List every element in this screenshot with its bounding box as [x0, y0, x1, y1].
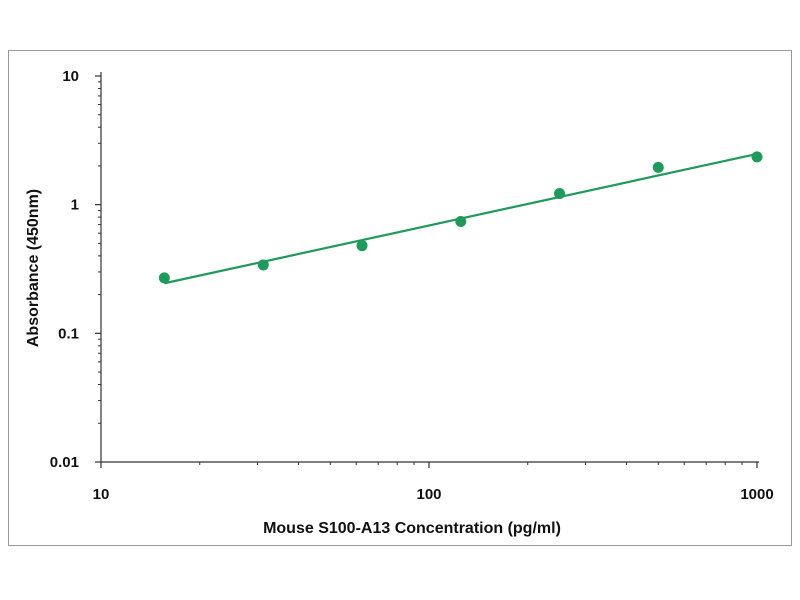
- data-point: [257, 259, 269, 271]
- x-tick-label: 100: [416, 486, 441, 503]
- ticks: 0.01 0.1 1 10 10 100 1000: [50, 68, 774, 503]
- data-point: [455, 215, 467, 227]
- data-points: [158, 151, 763, 284]
- data-point: [158, 272, 170, 284]
- x-tick-label: 1000: [740, 486, 773, 503]
- axes: [100, 72, 759, 463]
- x-tick-label: 10: [93, 486, 110, 503]
- x-axis-title: Mouse S100-A13 Concentration (pg/ml): [263, 520, 561, 537]
- data-point: [652, 161, 664, 173]
- y-axis-title: Absorbance (450nm): [25, 189, 42, 347]
- y-tick-label: 1: [71, 197, 79, 214]
- data-point: [751, 151, 763, 163]
- data-point: [554, 188, 566, 200]
- chart-frame: [8, 50, 792, 546]
- y-tick-label: 10: [62, 68, 79, 85]
- data-point: [356, 240, 368, 252]
- y-tick-label: 0.1: [58, 325, 79, 342]
- y-tick-label: 0.01: [50, 454, 79, 471]
